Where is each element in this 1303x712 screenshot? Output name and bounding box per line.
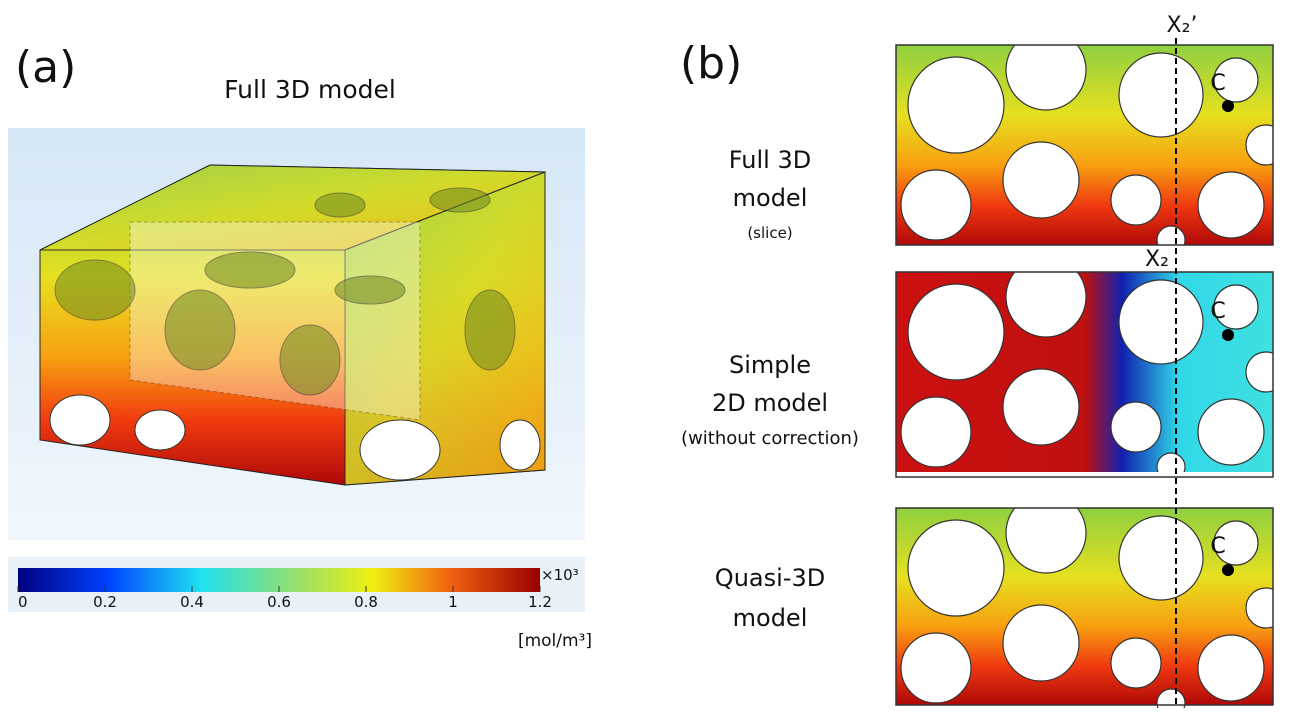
row-label: Simple <box>729 351 811 379</box>
slice-frame <box>895 44 1274 246</box>
panel-label: (b) <box>680 38 742 89</box>
point-label: C <box>1210 534 1225 559</box>
simulation-slice <box>896 272 1273 472</box>
colorbar-tick-label: 0 <box>18 593 28 611</box>
colorbar-multiplier: ×10³ <box>541 566 579 584</box>
colorbar-tick-label: 0.4 <box>180 593 204 611</box>
colorbar-tick-label: 0.8 <box>354 593 378 611</box>
row-note: (slice) <box>747 224 792 242</box>
point-c <box>1222 564 1234 576</box>
3d-render <box>39 164 546 486</box>
point-label: C <box>1210 71 1225 96</box>
line-label: X₂’ <box>1167 13 1198 38</box>
row-note: (without correction) <box>681 428 859 449</box>
slice-frame <box>895 507 1274 706</box>
point-c <box>1222 100 1234 112</box>
colorbar-tick-label: 1.2 <box>528 593 552 611</box>
row-label: Quasi-3D <box>715 564 825 592</box>
row-label: model <box>733 184 808 212</box>
colorbar-unit: [mol/m³] <box>518 631 592 651</box>
panel-label: (a) <box>15 42 76 93</box>
colorbar-tick-label: 1 <box>448 593 458 611</box>
point-c <box>1222 329 1234 341</box>
slice-frame <box>895 271 1274 478</box>
point-label: C <box>1210 299 1225 324</box>
simulation-slice <box>896 508 1273 708</box>
row-label: 2D model <box>712 389 828 417</box>
colorbar-tick-label: 0.6 <box>267 593 291 611</box>
simulation-slice <box>896 45 1273 245</box>
row-label: Full 3D <box>729 146 811 174</box>
panel-title: Full 3D model <box>224 75 396 104</box>
row-label: model <box>733 604 808 632</box>
colorbar-tick-label: 0.2 <box>93 593 117 611</box>
line-label: X₂ <box>1145 247 1169 272</box>
